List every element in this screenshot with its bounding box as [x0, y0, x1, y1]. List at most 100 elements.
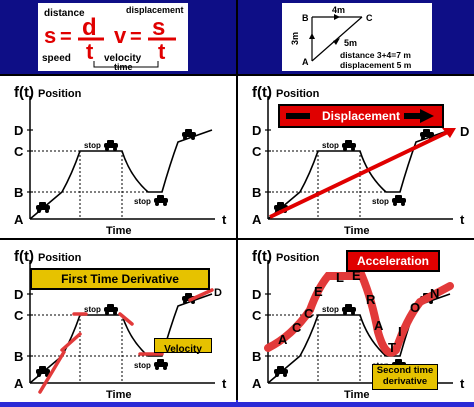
vertex-a: A — [302, 57, 309, 67]
acceleration-letter-3: C — [304, 306, 314, 321]
distance-label: distance — [44, 8, 85, 19]
acceleration-band — [264, 272, 454, 357]
displacement-label: displacement — [126, 5, 184, 15]
stop-label-c: stop — [84, 305, 101, 314]
stop-label-b: stop — [134, 361, 151, 370]
ft-label: f(t) — [14, 84, 34, 101]
equals-sign-1: = — [60, 26, 72, 48]
tangent-line — [188, 288, 214, 302]
displacement-banner-text: Displacement — [321, 109, 401, 123]
car-icon — [342, 140, 356, 151]
end-point-d: D — [214, 287, 222, 299]
y-tick-c: C — [252, 308, 262, 323]
car-icon — [274, 366, 288, 377]
position-curve — [29, 129, 213, 220]
time-label: time — [114, 62, 133, 71]
vertex-c: C — [366, 13, 373, 23]
car-icon — [392, 195, 406, 206]
time-symbol-2: t — [158, 39, 166, 64]
stop-label-c: stop — [322, 305, 339, 314]
y-tick-c: C — [14, 144, 24, 159]
y-tick-a: A — [252, 212, 262, 227]
stop-label-c: stop — [84, 141, 101, 150]
y-tick-a: A — [252, 376, 262, 391]
acceleration-banner-text: Acceleration — [356, 254, 430, 268]
tangent-line — [60, 332, 82, 352]
y-tick-b: B — [252, 185, 261, 200]
position-curve — [267, 129, 451, 220]
x-axis-title: Time — [344, 389, 369, 401]
acceleration-letter-8: A — [374, 318, 384, 333]
car-icon — [104, 304, 118, 315]
y-tick-d: D — [14, 287, 23, 302]
arrow-right-icon — [420, 109, 434, 123]
x-axis-end-label: t — [222, 212, 227, 227]
x-axis-title: Time — [106, 389, 131, 401]
car-icon — [154, 195, 168, 206]
speed-velocity-formula: distance displacement s = d t v = s t sp… — [38, 3, 188, 72]
acceleration-letter-11: O — [410, 300, 420, 315]
velocity-note: Velocity — [154, 338, 212, 355]
position-graph: DC BA t Time stop stop — [14, 96, 227, 237]
tangent-line — [38, 350, 66, 394]
speed-label: speed — [42, 53, 71, 64]
x-axis-end-label: t — [460, 212, 465, 227]
first-derivative-banner: First Time Derivative — [30, 268, 210, 290]
stop-label-b: stop — [372, 197, 389, 206]
acceleration-letter-10: I — [398, 324, 402, 339]
position-graph: DCBAtTimestopstopACCELERATION — [252, 260, 465, 401]
position-label: Position — [275, 88, 320, 100]
y-tick-b: B — [14, 349, 23, 364]
car-icon — [342, 304, 356, 315]
y-tick-d: D — [14, 123, 23, 138]
y-tick-d: D — [252, 287, 261, 302]
car-icon — [104, 140, 118, 151]
ft-label: f(t) — [14, 248, 34, 265]
acceleration-letter-5: L — [336, 270, 344, 285]
side-bc-length: 4m — [332, 5, 345, 15]
acceleration-letter-9: T — [388, 340, 396, 355]
x-axis-title: Time — [344, 225, 369, 237]
distance-displacement-triangle: B C A 3m 4m 5m distance 3+4=7 m displace… — [282, 3, 432, 71]
displacement-arrow — [269, 128, 453, 219]
arrow-bc-icon — [334, 14, 340, 20]
panel-title: f(t) Position — [252, 84, 319, 101]
x-axis-title: Time — [106, 225, 131, 237]
arrow-ab-icon — [309, 33, 315, 39]
velocity-label: velocity — [104, 53, 142, 64]
car-icon — [154, 359, 168, 370]
time-symbol-1: t — [86, 39, 94, 64]
acceleration-letter-12: N — [430, 286, 439, 301]
displacement-symbol: s — [152, 14, 165, 41]
position-label: Position — [37, 252, 82, 264]
y-tick-c: C — [14, 308, 24, 323]
acceleration-letter-7: R — [366, 292, 376, 307]
displacement-banner: Displacement — [278, 104, 444, 128]
panel-second-derivative: f(t)Position DCBAtTimestopstopACCELERATI… — [238, 240, 474, 402]
second-derivative-note: Second time derivative — [372, 364, 438, 390]
y-tick-b: B — [252, 349, 261, 364]
y-tick-a: A — [14, 376, 24, 391]
tangent-line — [118, 312, 134, 326]
vertex-b: B — [302, 13, 309, 23]
side-ab-length: 3m — [290, 32, 300, 45]
acceleration-letter-4: E — [314, 284, 323, 299]
panel-title: f(t) Position — [14, 248, 81, 265]
acceleration-letter-2: C — [292, 320, 302, 335]
arrow-ac-icon — [333, 38, 340, 45]
acceleration-banner: Acceleration — [346, 250, 440, 272]
y-tick-c: C — [252, 144, 262, 159]
equals-sign-2: = — [130, 26, 142, 48]
distance-symbol: d — [82, 14, 97, 41]
car-icon — [36, 366, 50, 377]
y-tick-a: A — [14, 212, 24, 227]
y-tick-b: B — [14, 185, 23, 200]
acceleration-letter-1: A — [278, 332, 288, 347]
speed-symbol: s — [44, 23, 56, 48]
time-bracket — [93, 61, 159, 68]
car-icon — [182, 129, 196, 140]
position-label: Position — [275, 252, 320, 264]
distance-sum: distance 3+4=7 m — [340, 50, 411, 60]
